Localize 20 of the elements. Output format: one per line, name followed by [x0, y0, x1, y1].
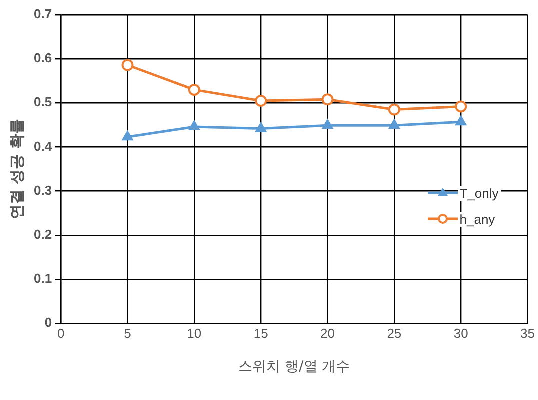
x-tick-label: 35: [520, 326, 536, 341]
x-tick-label: 30: [454, 326, 468, 341]
x-tick-label: 0: [57, 326, 65, 341]
x-tick-label: 25: [387, 326, 402, 341]
y-tick-label: 0.4: [34, 138, 53, 154]
y-tick-label: 0.6: [34, 50, 52, 66]
y-tick-label: 0: [44, 315, 52, 330]
y-tick-label: 0.3: [34, 182, 52, 198]
y-tick-label: 0.1: [34, 271, 52, 286]
legend-label: T_only: [458, 186, 501, 201]
x-tick-label: 15: [254, 326, 268, 341]
x-tick-label: 20: [320, 326, 335, 341]
x-tick-label: 10: [187, 326, 202, 341]
y-tick-label: 0.2: [34, 227, 52, 242]
y-tick-label: 0.5: [34, 94, 52, 110]
x-tick-label: 5: [124, 326, 132, 341]
legend-label: h_any: [458, 212, 498, 227]
x-axis-title: 스위치 행/열 개수: [238, 359, 350, 376]
y-tick-label: 0.7: [34, 6, 52, 22]
y-axis-title: 연결 성공 확률: [8, 119, 26, 220]
